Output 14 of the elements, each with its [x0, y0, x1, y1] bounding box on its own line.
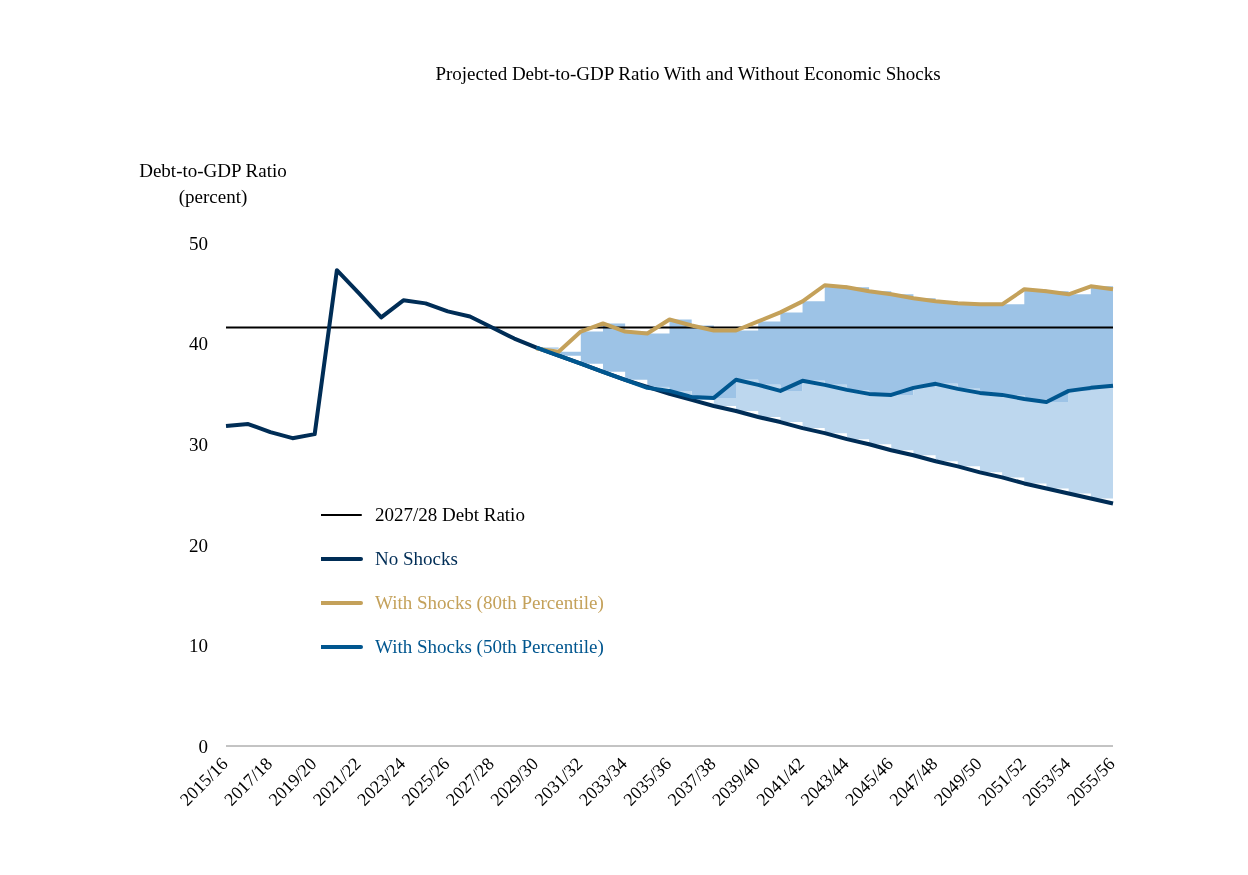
legend-label: With Shocks (80th Percentile): [375, 592, 604, 614]
line-series: [534, 345, 1115, 404]
line-series: [534, 283, 1115, 354]
y-tick-label: 10: [189, 635, 208, 657]
y-tick-label: 40: [189, 333, 208, 355]
legend-label: With Shocks (50th Percentile): [375, 636, 604, 658]
y-tick-label: 30: [189, 433, 208, 455]
y-axis-title: Debt-to-GDP Ratio (percent): [138, 159, 288, 209]
y-tick-label: 0: [198, 735, 208, 757]
y-tick-label: 50: [189, 232, 208, 254]
legend-label: 2027/28 Debt Ratio: [375, 504, 525, 526]
legend-label: No Shocks: [375, 548, 458, 570]
y-tick-label: 20: [189, 534, 208, 556]
chart-title: Projected Debt-to-GDP Ratio With and Without Economic Shocks: [434, 63, 942, 85]
